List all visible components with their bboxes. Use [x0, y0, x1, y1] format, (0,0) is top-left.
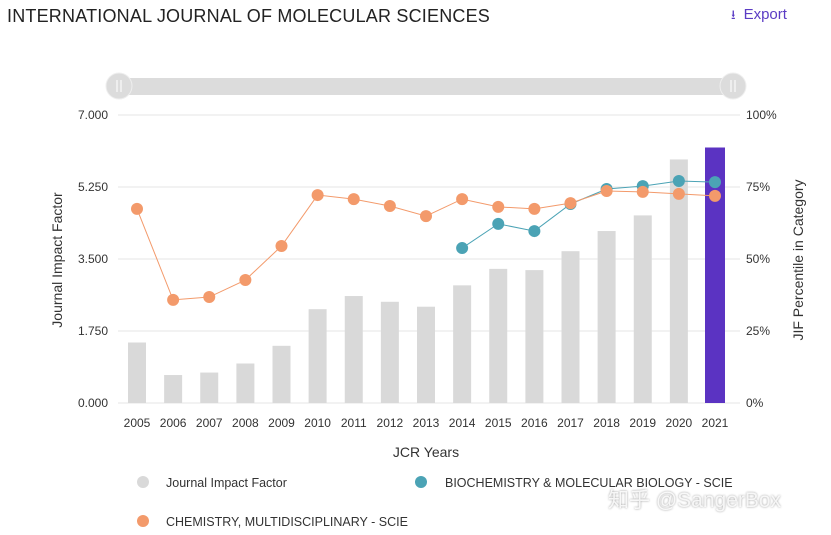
- legend-chem[interactable]: CHEMISTRY, MULTIDISCIPLINARY - SCIE: [166, 515, 408, 529]
- bar-2015[interactable]: [489, 268, 508, 403]
- line-biochem: [461, 180, 716, 249]
- slider-handle-end[interactable]: [719, 72, 747, 100]
- bar-2006[interactable]: [164, 375, 183, 403]
- x-tick-label: 2018: [593, 416, 620, 430]
- point-chem-2014[interactable]: [456, 193, 469, 206]
- legend-marker-jif: [137, 476, 149, 488]
- y2-tick-label: 50%: [746, 252, 770, 266]
- point-chem-2017[interactable]: [564, 197, 577, 210]
- y-tick-label: 0.000: [78, 396, 108, 410]
- page-title: INTERNATIONAL JOURNAL OF MOLECULAR SCIEN…: [7, 6, 491, 26]
- point-biochem-2015[interactable]: [492, 217, 505, 230]
- bar-2008[interactable]: [236, 363, 255, 403]
- y-tick-label: 7.000: [78, 108, 108, 122]
- bar-2014[interactable]: [453, 285, 472, 403]
- point-chem-2010[interactable]: [311, 189, 324, 202]
- x-tick-label: 2008: [232, 416, 259, 430]
- x-tick-label: 2005: [124, 416, 151, 430]
- x-tick-label: 2015: [485, 416, 512, 430]
- bar-2018[interactable]: [597, 231, 616, 403]
- bar-2020[interactable]: [669, 159, 688, 403]
- export-label: Export: [743, 6, 787, 23]
- y2-tick-label: 25%: [746, 324, 770, 338]
- point-chem-2008[interactable]: [239, 274, 252, 287]
- slider-handle-start[interactable]: [105, 72, 133, 100]
- x-tick-label: 2011: [341, 416, 367, 430]
- bar-2007[interactable]: [200, 372, 219, 403]
- bar-2012[interactable]: [380, 301, 399, 403]
- x-tick-label: 2019: [629, 416, 656, 430]
- x-tick-label: 2020: [666, 416, 693, 430]
- y2-tick-label: 100%: [746, 108, 777, 122]
- bar-2013[interactable]: [417, 306, 435, 403]
- x-tick-label: 2009: [268, 416, 295, 430]
- x-tick-label: 2021: [702, 416, 729, 430]
- x-tick-label: 2013: [413, 416, 440, 430]
- point-biochem-2016[interactable]: [528, 225, 541, 238]
- x-tick-label: 2017: [557, 416, 584, 430]
- bar-2010[interactable]: [308, 309, 327, 403]
- point-chem-2021[interactable]: [709, 189, 721, 202]
- watermark: 知乎 @SangerBox: [608, 489, 782, 512]
- y2-tick-label: 75%: [746, 180, 770, 194]
- year-range-slider[interactable]: [105, 72, 747, 100]
- point-chem-2009[interactable]: [275, 240, 288, 253]
- y-tick-label: 3.500: [78, 252, 108, 266]
- legend-marker-chem: [137, 515, 149, 527]
- x-tick-label: 2014: [449, 416, 476, 430]
- bar-2009[interactable]: [272, 345, 291, 403]
- point-chem-2020[interactable]: [672, 187, 685, 200]
- point-biochem-2021[interactable]: [709, 176, 721, 189]
- point-chem-2019[interactable]: [636, 185, 649, 198]
- point-chem-2015[interactable]: [492, 200, 505, 213]
- bar-2019[interactable]: [633, 215, 652, 403]
- legend-marker-biochem: [415, 476, 427, 488]
- bar-2011[interactable]: [344, 296, 363, 403]
- download-icon: ⭳: [731, 7, 736, 22]
- point-chem-2007[interactable]: [203, 291, 216, 304]
- y-tick-label: 5.250: [78, 180, 108, 194]
- bar-2016[interactable]: [525, 270, 544, 403]
- y-axis-label: Journal Impact Factor: [49, 192, 65, 328]
- point-chem-2006[interactable]: [167, 293, 180, 306]
- y2-axis-label: JIF Percentile in Category: [790, 179, 806, 340]
- x-axis-label: JCR Years: [393, 444, 459, 460]
- y-tick-label: 1.750: [78, 324, 108, 338]
- point-biochem-2014[interactable]: [456, 242, 469, 255]
- bar-2021[interactable]: [705, 147, 725, 403]
- slider-track[interactable]: [118, 78, 734, 95]
- point-chem-2013[interactable]: [420, 210, 432, 223]
- point-chem-2011[interactable]: [347, 193, 360, 206]
- point-chem-2005[interactable]: [131, 202, 143, 215]
- point-chem-2016[interactable]: [528, 202, 541, 215]
- point-chem-2018[interactable]: [600, 185, 613, 198]
- point-chem-2012[interactable]: [383, 200, 396, 213]
- y2-tick-label: 0%: [746, 396, 764, 410]
- export-button[interactable]: ⭳ Export: [731, 6, 787, 28]
- bar-2017[interactable]: [561, 251, 580, 403]
- legend-jif[interactable]: Journal Impact Factor: [166, 476, 287, 490]
- x-tick-label: 2007: [196, 416, 223, 430]
- line-chem: [136, 190, 716, 301]
- x-tick-label: 2012: [377, 416, 404, 430]
- legend: Journal Impact Factor BIOCHEMISTRY & MOL…: [137, 476, 733, 529]
- x-tick-label: 2006: [160, 416, 187, 430]
- point-biochem-2020[interactable]: [672, 174, 685, 187]
- legend-biochem[interactable]: BIOCHEMISTRY & MOLECULAR BIOLOGY - SCIE: [445, 476, 733, 490]
- bar-2005[interactable]: [128, 342, 146, 403]
- x-tick-label: 2016: [521, 416, 548, 430]
- x-tick-label: 2010: [304, 416, 331, 430]
